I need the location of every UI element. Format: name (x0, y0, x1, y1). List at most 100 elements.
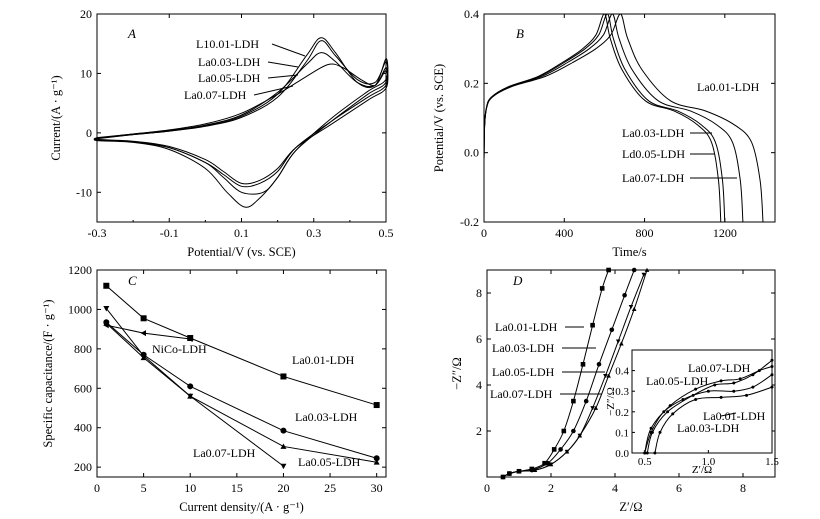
panel-a-annotation-4-leader (253, 85, 294, 96)
panel-c-series-line-2 (105, 321, 377, 459)
panel-a-letter: A (127, 26, 136, 41)
panel-d-point-4-7 (577, 433, 583, 438)
panel-b-gcd-curve-1 (483, 13, 764, 223)
panel-a-annotation-4: La0.07-LDH (184, 88, 247, 102)
panel-b-y-tick-label: 0.4 (464, 7, 479, 21)
panel-a-x-tick-label: 0.3 (306, 226, 321, 240)
panel-b-x-tick-label: 1200 (713, 226, 737, 240)
panel-c-y-tick-label: 1000 (68, 302, 92, 316)
panel-c-point-4-3 (187, 393, 194, 400)
panel-a-y-tick-label: 0 (86, 126, 92, 140)
panel-d-inset-point-3-1 (643, 451, 647, 455)
panel-c-point-2-4 (280, 427, 287, 434)
panel-d-point-1-5 (542, 460, 547, 466)
panel-a-y-tick-label: -10 (76, 185, 92, 199)
panel-d-inset-point-3-3 (668, 404, 672, 408)
panel-d-point-3-9 (606, 373, 611, 378)
panel-c-point-2-5 (373, 455, 380, 462)
panel-d-point-2-7 (571, 428, 576, 434)
panel-d-inset-ylabel: −Z″/Ω (605, 387, 617, 416)
panel-c-point-4-2 (140, 353, 147, 359)
panel-b-xlabel: Time/s (612, 245, 646, 259)
panel-d-point-2-8 (583, 398, 589, 404)
panel-d-inset-point-1-8 (770, 373, 774, 377)
panel-d-point-4-9 (603, 373, 608, 379)
panel-d-inset-point-1-6 (732, 389, 736, 393)
panel-d-inset-annotation-1: La0.07-LDH (688, 361, 751, 375)
panel-d-annotation-2: La0.03-LDH (492, 341, 555, 355)
panel-c-letter: C (128, 273, 137, 288)
panel-d-point-1-11 (599, 286, 605, 291)
panel-d-frame (486, 269, 776, 478)
panel-d-point-3-11 (631, 306, 637, 311)
panel-c-y-tick-label: 200 (74, 460, 92, 474)
panel-d-y-tick-label: 8 (476, 286, 482, 300)
panel-d-point-1-7 (561, 428, 567, 434)
panel-d-inset-point-4-8 (770, 358, 774, 362)
panel-b-annotation-4: La0.07-LDH (622, 171, 685, 185)
panel-d-inset-point-1-7 (751, 385, 755, 389)
panel-c-y-tick-label: 1200 (68, 263, 92, 277)
panel-c-xlabel: Current density/(A · g⁻¹) (179, 500, 304, 514)
panel-d-inset-point-2-4 (694, 397, 698, 401)
panel-d-ylabel: −Z″/Ω (450, 357, 464, 390)
panel-d-inset-point-4-6 (732, 381, 736, 385)
panel-c-point-3-4 (280, 443, 287, 449)
panel-d-x-tick-label: 8 (740, 481, 746, 495)
panel-c-y-tick-label: 800 (74, 342, 92, 356)
panel-d-point-2-11 (622, 293, 627, 298)
panel-c-annotation-4: La0.07-LDH (193, 446, 256, 460)
panel-a-ylabel: Current/(A · g⁻¹) (49, 75, 63, 160)
panel-c-point-1-5 (373, 402, 380, 409)
panel-b-ylabel: Potential/V (vs. SCE) (432, 64, 446, 172)
panel-d-x-tick-label: 4 (612, 481, 618, 495)
panel-c-frame (96, 269, 387, 478)
panel-d-point-2-9 (596, 362, 602, 367)
panel-d-inset-point-3-4 (694, 387, 698, 391)
panel-a-annotation-1-leader (271, 43, 306, 57)
panel-d-point-4-6 (564, 449, 570, 454)
panel-d-point-3-10 (619, 341, 624, 346)
panel-a-cv-curve-4 (93, 63, 389, 185)
panel-c-series-line-4 (105, 308, 284, 467)
panel-a-y-tick-label: 20 (80, 7, 92, 21)
panel-c-x-tick-label: 15 (231, 481, 243, 495)
panel-d-point-4-12 (641, 272, 647, 277)
panel-b-letter: B (516, 26, 524, 41)
panel-d-inset-x-tick-label: 1.0 (701, 456, 715, 468)
panel-d-y-tick-label: 4 (476, 378, 482, 392)
panel-b-gcd-curve-3 (483, 13, 726, 223)
panel-b-x-tick-label: 0 (481, 226, 487, 240)
panel-d-x-tick-label: 2 (548, 481, 554, 495)
panel-d-xlabel: Z′/Ω (619, 500, 642, 514)
panel-c-point-5-2 (140, 330, 147, 337)
panel-a-annotation-3: La0.05-LDH (198, 71, 261, 85)
panel-d-inset-point-4-2 (650, 430, 654, 434)
panel-d-inset-point-2-5 (719, 395, 723, 399)
panel-d-inset-point-4-3 (666, 410, 670, 414)
panel-a-cv-curve-3 (93, 52, 389, 188)
panel-d-inset-annotation-3-leader (720, 412, 737, 417)
panel-d-point-4-10 (615, 339, 621, 344)
panel-a-x-tick-label: 0.5 (379, 226, 394, 240)
panel-d-point-3-8 (593, 405, 599, 410)
panel-d-inset-point-1-5 (706, 389, 710, 393)
panel-d-inset-annotation-2: La0.05-LDH (646, 374, 709, 388)
panel-d-point-4-3 (516, 469, 522, 474)
panel-a-y-tick-label: 10 (80, 66, 92, 80)
panel-b-annotation-3: Ld0.05-LDH (622, 147, 685, 161)
panel-c-y-tick-label: 600 (74, 381, 92, 395)
panel-c-y-tick-label: 400 (74, 421, 92, 435)
panel-a-annotation-2-leader (267, 61, 299, 68)
panel-c-point-5-1 (103, 322, 109, 329)
panel-d-inset-point-3-5 (719, 379, 723, 383)
panel-d-annotation-3: La0.05-LDH (492, 365, 555, 379)
panel-c-point-1-2 (140, 315, 147, 322)
panel-d-point-2-10 (609, 327, 615, 333)
panel-d-annotation-4: La0.07-LDH (490, 387, 553, 401)
panel-d-point-2-5 (545, 460, 551, 466)
panel-d-inset-point-2-6 (745, 393, 749, 397)
panel-c-point-2-3 (187, 383, 194, 390)
panel-c-point-3-5 (373, 459, 380, 465)
